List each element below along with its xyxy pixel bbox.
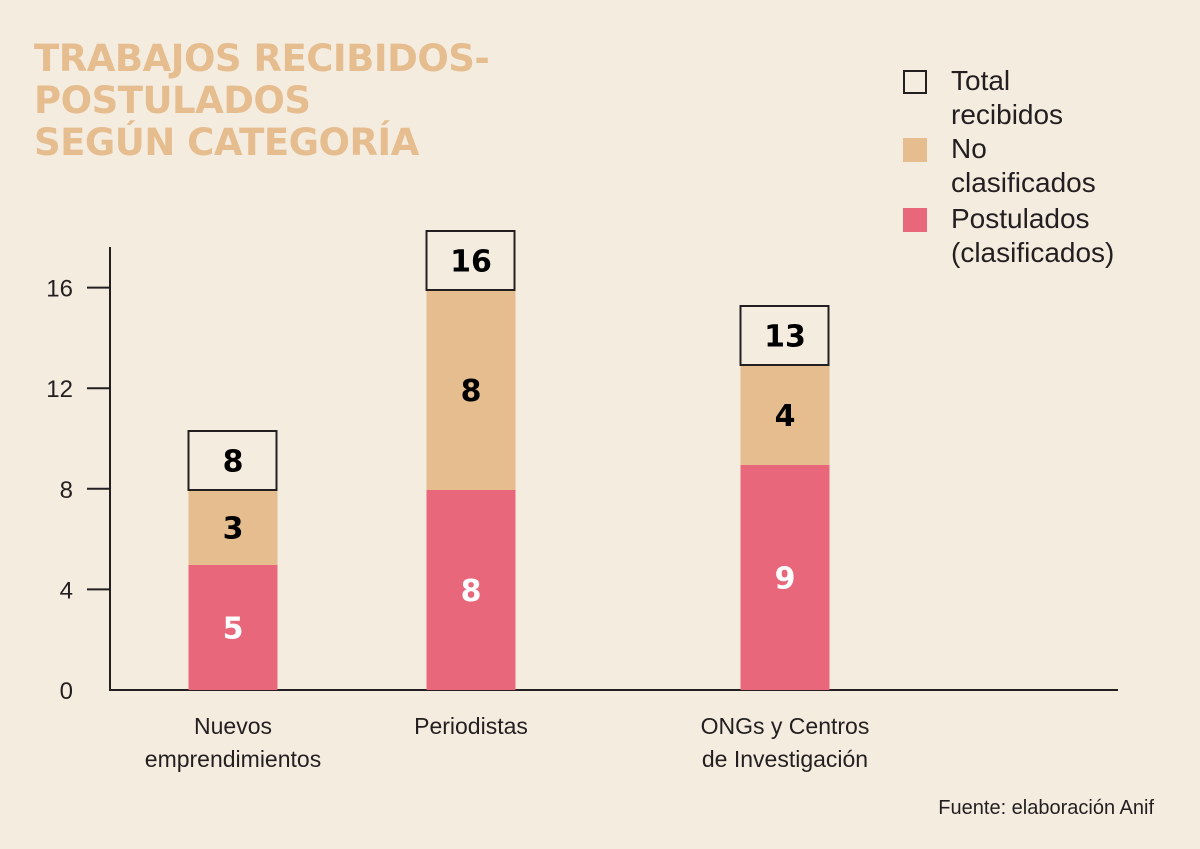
total-box [187,430,278,491]
bar-segment-label: 3 [223,512,244,547]
legend-swatch-tan-icon [903,138,927,162]
total-label: 16 [450,245,492,280]
x-category-label: emprendimientos [145,746,321,772]
chart-title: TRABAJOS RECIBIDOS- POSTULADOS SEGÚN CAT… [34,37,490,164]
y-tick-label: 4 [60,577,73,604]
bar-segment-postulados [426,490,516,690]
legend-label: Total recibidos [951,65,1064,130]
legend-swatch-outline-icon [903,70,927,94]
bar-segment-no_clasificados [188,490,278,565]
legend-item-no-clasificados: No clasificados [903,132,1096,200]
source-note: Fuente: elaboración Anif [938,797,1154,819]
legend-item-postulados: Postulados (clasificados) [903,202,1114,270]
bar-segment-label: 4 [775,399,796,434]
bar-segment-label: 8 [461,374,482,409]
legend-swatch-red-icon [903,208,927,232]
x-category-label: de Investigación [702,746,868,772]
bar-segment-label: 8 [461,574,482,609]
y-tick-label: 8 [60,477,73,504]
total-label: 13 [764,320,806,355]
x-category-label: Nuevos [194,713,272,739]
x-category-label: Periodistas [414,713,528,739]
y-tick-label: 16 [46,276,73,303]
bar-segment-no_clasificados [426,290,516,490]
total-box [739,305,830,366]
y-tick-label: 0 [60,678,73,705]
legend-label: Postulados (clasificados) [951,203,1115,268]
bar-segment-label: 5 [223,612,244,647]
legend-item-total-recibidos: Total recibidos [903,64,1063,132]
bar-segment-postulados [188,565,278,690]
x-category-label: ONGs y Centros [701,713,870,739]
legend-label: No clasificados [951,133,1096,198]
total-box [425,230,516,291]
bar-segment-postulados [740,465,830,690]
total-label: 8 [223,445,244,480]
bar-segment-no_clasificados [740,365,830,465]
bar-segment-label: 9 [775,562,796,597]
y-tick-label: 12 [46,376,73,403]
